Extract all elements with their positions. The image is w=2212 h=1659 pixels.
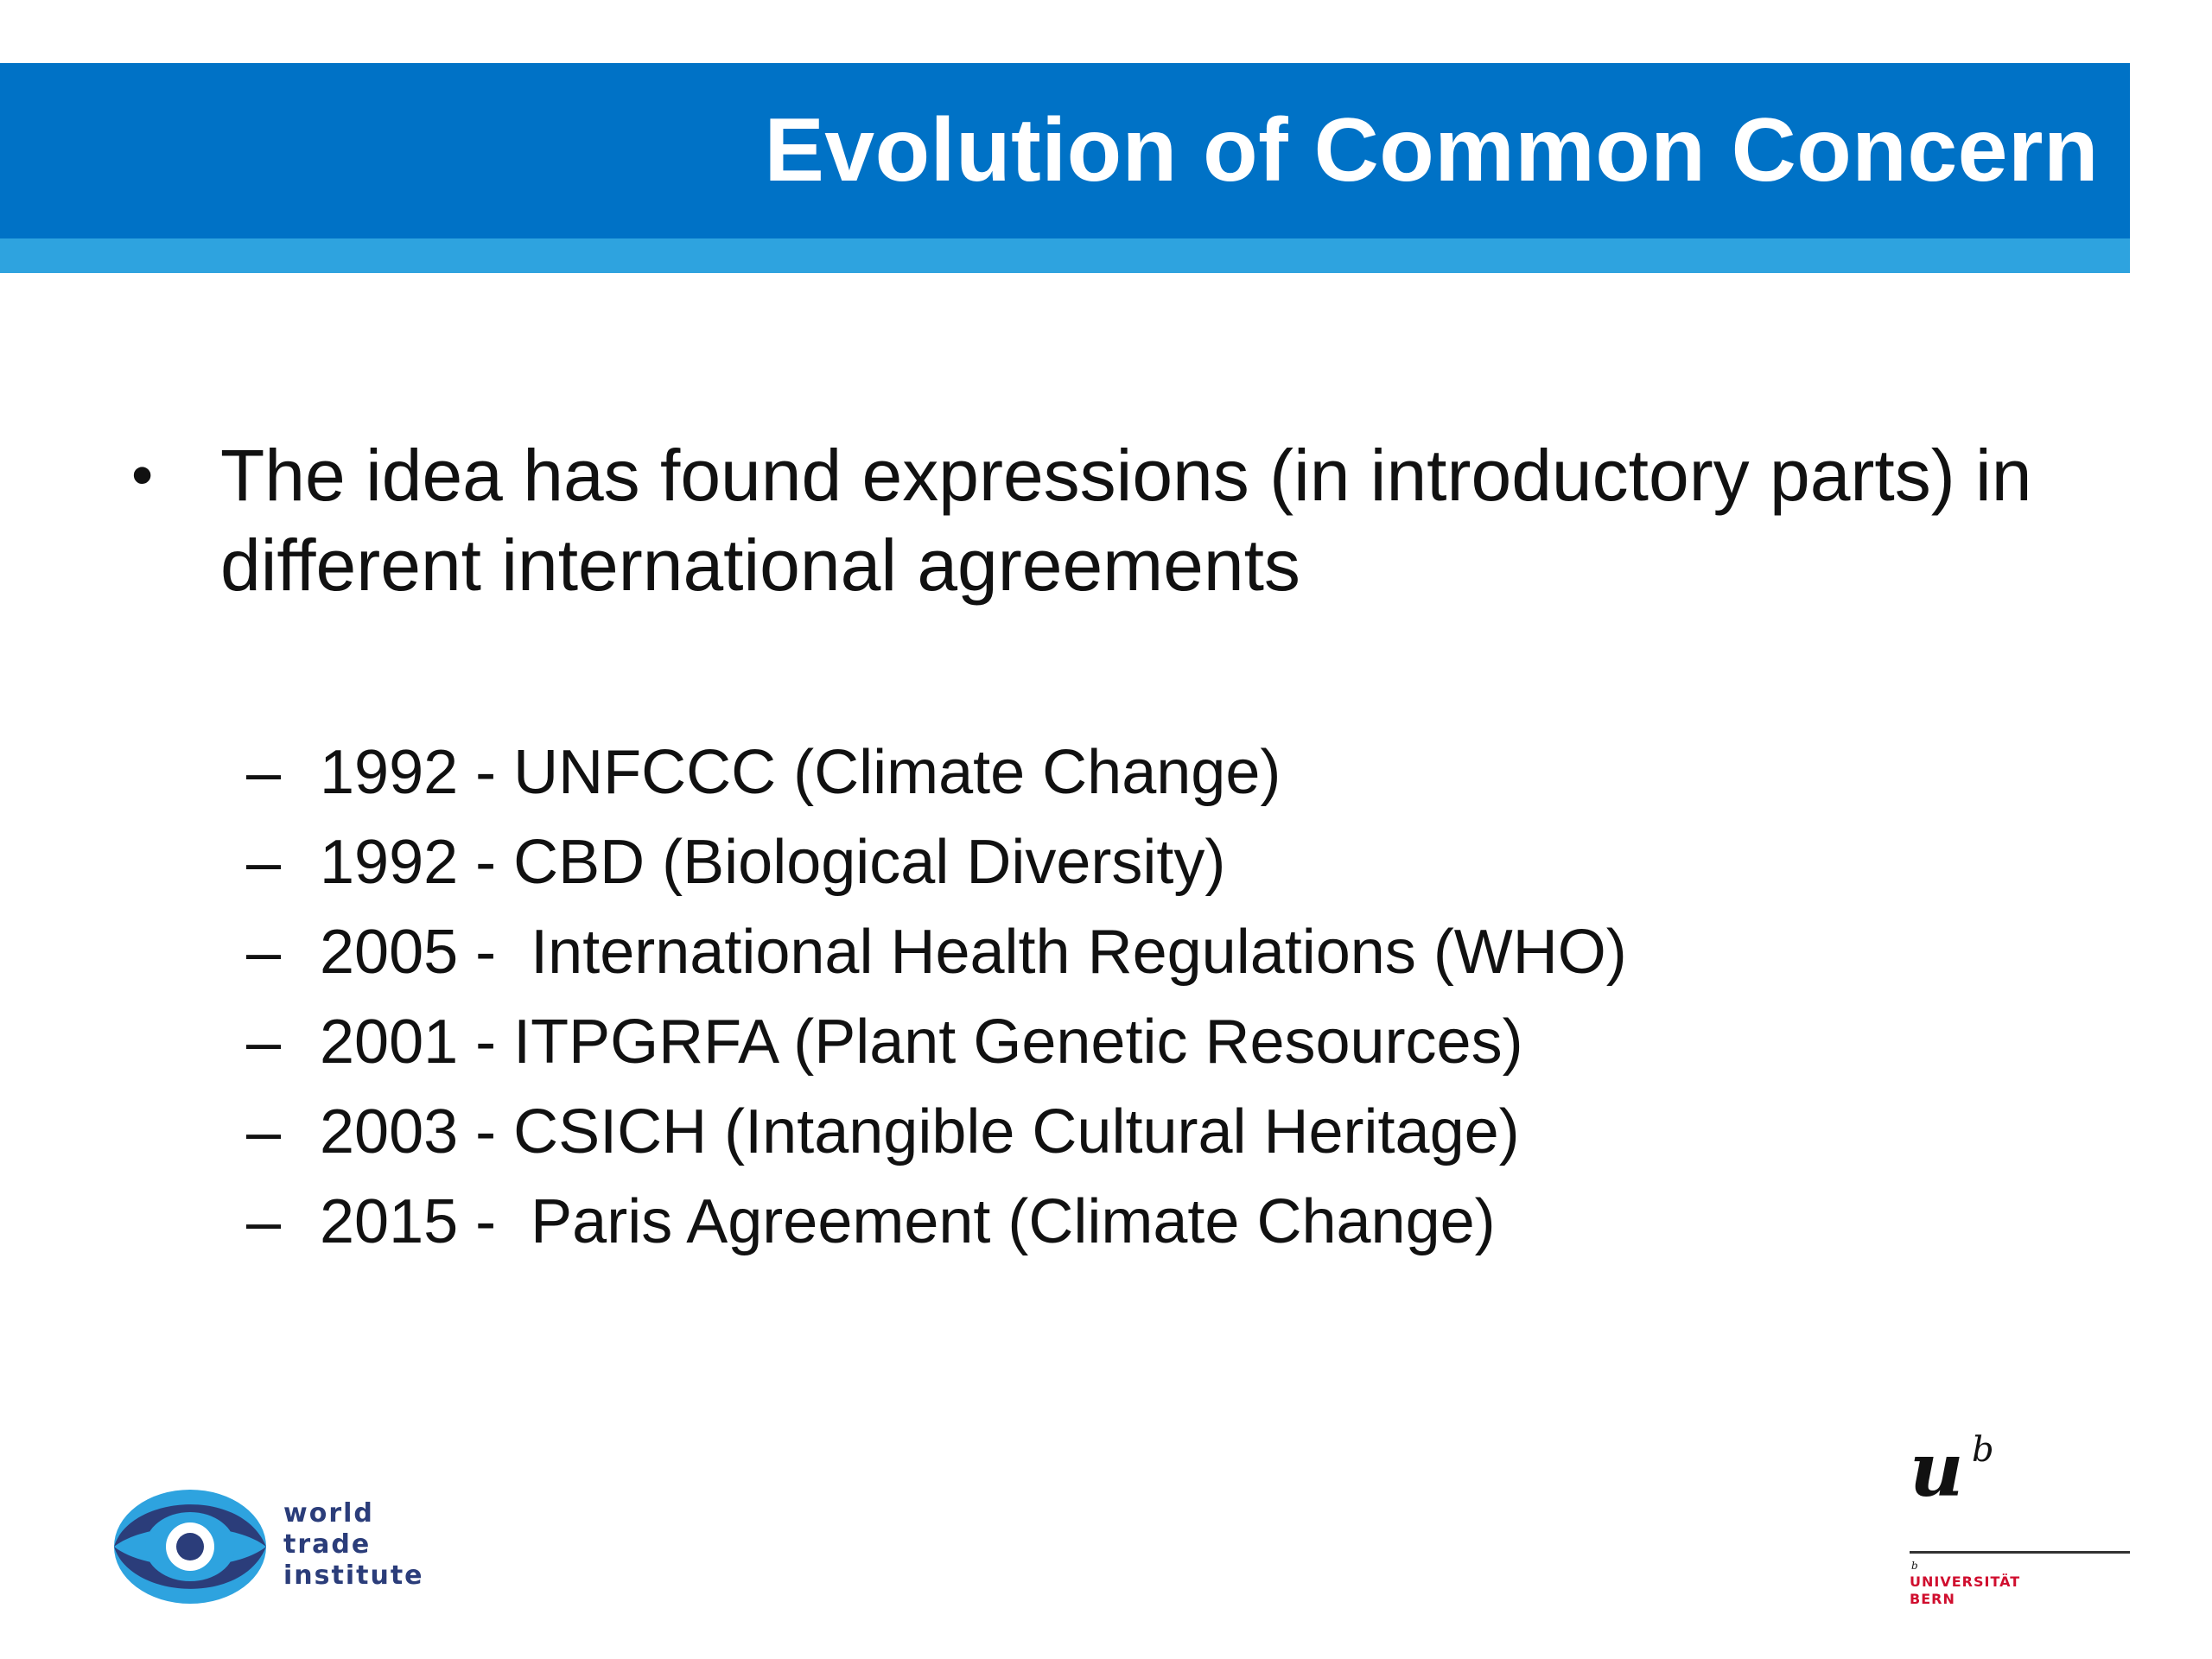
- agreement-text: 2005 - International Health Regulations …: [320, 918, 1627, 987]
- universitat-bern-logo: u b b UNIVERSITÄT BERN: [1910, 1430, 2134, 1620]
- dash-marker: –: [246, 1007, 282, 1077]
- agreement-text: 2001 - ITPGRFA (Plant Genetic Resources): [320, 1007, 1523, 1077]
- ub-small-b: b: [1911, 1560, 1918, 1572]
- dash-marker: –: [246, 738, 282, 807]
- bullet-marker: •: [131, 441, 154, 510]
- ub-name: UNIVERSITÄT BERN: [1910, 1573, 2020, 1608]
- title-band: Evolution of Common Concern: [0, 63, 2130, 238]
- list-item: – 2015 - Paris Agreement (Climate Change…: [246, 1177, 2147, 1267]
- wti-wordmark: world trade institute: [283, 1498, 424, 1592]
- agreement-text: 1992 - CBD (Biological Diversity): [320, 828, 1226, 897]
- dash-marker: –: [246, 828, 282, 897]
- list-item: – 2005 - International Health Regulation…: [246, 907, 2147, 997]
- ub-name-line-2: BERN: [1910, 1591, 1955, 1607]
- agreement-text: 2015 - Paris Agreement (Climate Change): [320, 1187, 1496, 1256]
- main-bullet-text: The idea has found expressions (in intro…: [220, 435, 2032, 606]
- wti-eye-icon: [114, 1490, 266, 1604]
- agreements-list: – 1992 - UNFCCC (Climate Change) – 1992 …: [246, 728, 2147, 1267]
- dash-marker: –: [246, 1187, 282, 1256]
- list-item: – 1992 - UNFCCC (Climate Change): [246, 728, 2147, 817]
- ub-b-mark: b: [1972, 1430, 1994, 1470]
- world-trade-institute-logo: world trade institute: [112, 1486, 423, 1616]
- wti-word-2: trade: [283, 1529, 372, 1560]
- slide-title: Evolution of Common Concern: [764, 100, 2099, 200]
- ub-name-line-1: UNIVERSITÄT: [1910, 1573, 2021, 1590]
- list-item: – 2003 - CSICH (Intangible Cultural Heri…: [246, 1087, 2147, 1177]
- list-item: – 2001 - ITPGRFA (Plant Genetic Resource…: [246, 997, 2147, 1087]
- agreement-text: 2003 - CSICH (Intangible Cultural Herita…: [320, 1097, 1520, 1166]
- dash-marker: –: [246, 918, 282, 987]
- ub-divider: [1910, 1551, 2130, 1554]
- ub-u-mark: u: [1910, 1427, 1964, 1514]
- wti-word-1: world: [283, 1498, 374, 1529]
- list-item: – 1992 - CBD (Biological Diversity): [246, 817, 2147, 907]
- title-stripe: [0, 238, 2130, 273]
- agreement-text: 1992 - UNFCCC (Climate Change): [320, 738, 1281, 807]
- wti-word-3: institute: [283, 1560, 424, 1591]
- dash-marker: –: [246, 1097, 282, 1166]
